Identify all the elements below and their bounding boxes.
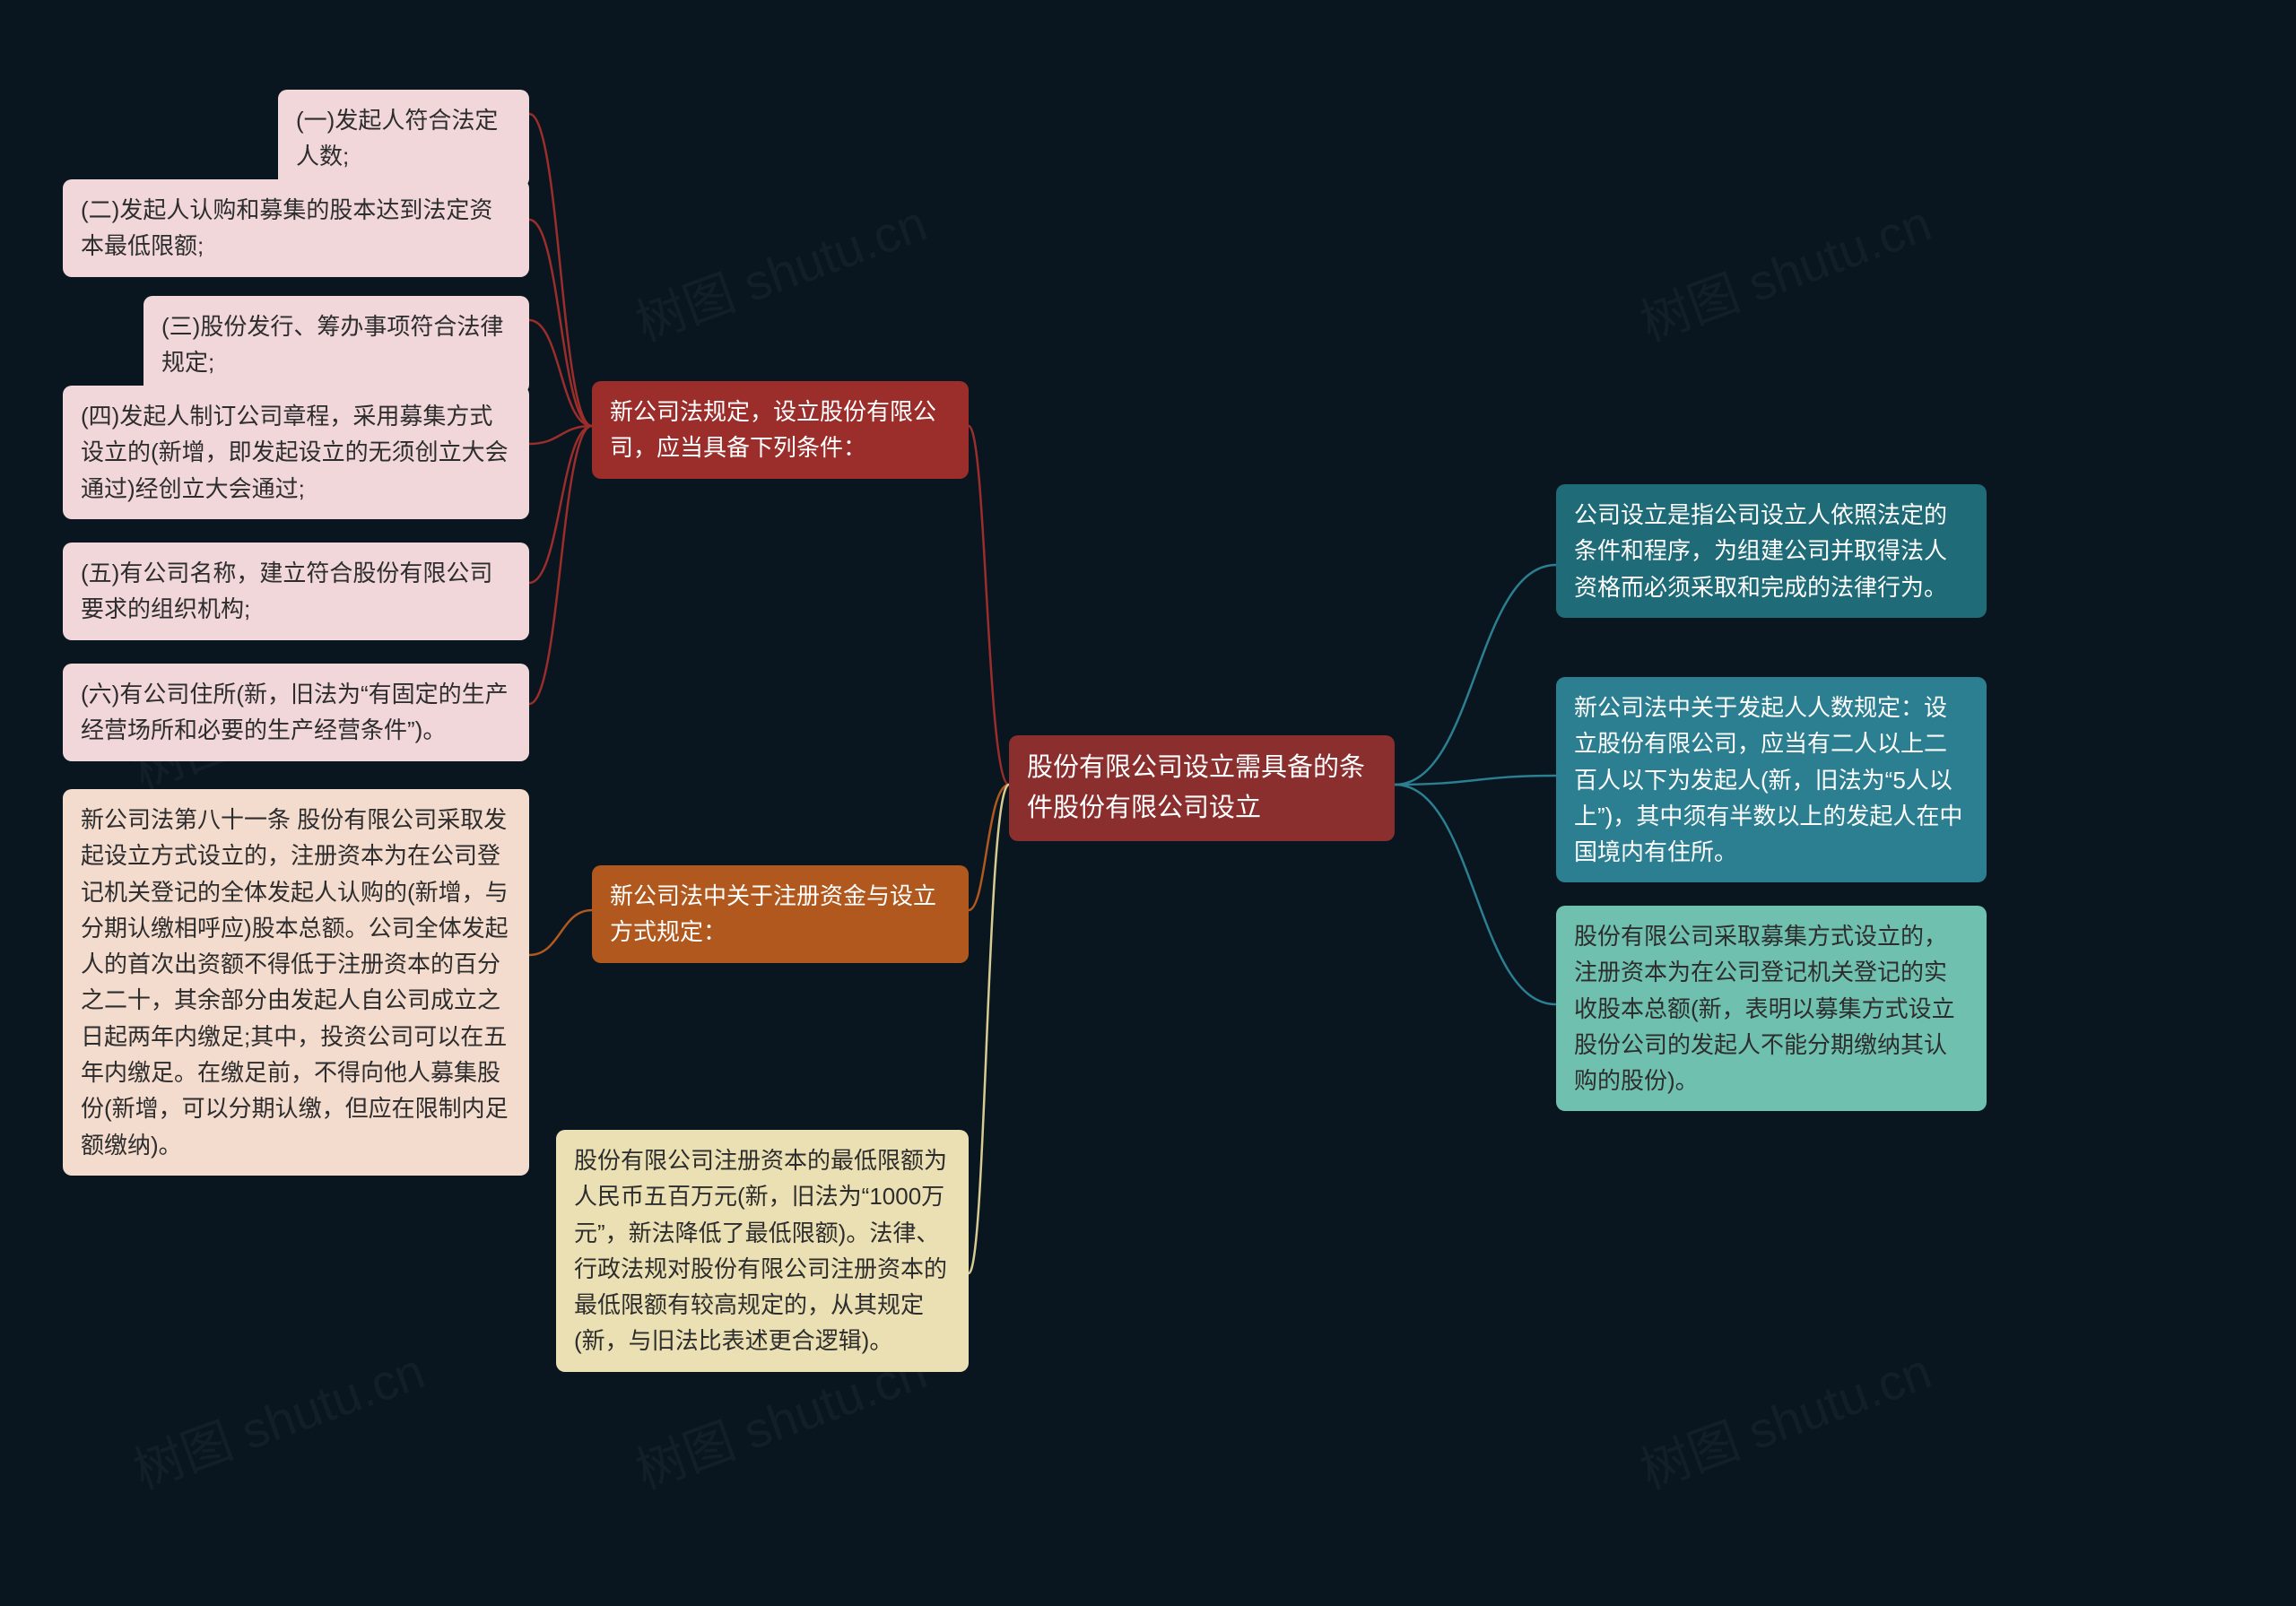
connector <box>529 220 592 426</box>
right-node-1[interactable]: 公司设立是指公司设立人依照法定的条件和程序，为组建公司并取得法人资格而必须采取和… <box>1556 484 1987 618</box>
l1-child-5[interactable]: (五)有公司名称，建立符合股份有限公司要求的组织机构; <box>63 543 529 640</box>
connector <box>1395 785 1556 1004</box>
connector <box>529 320 592 426</box>
right-node-3[interactable]: 股份有限公司采取募集方式设立的，注册资本为在公司登记机关登记的实收股本总额(新，… <box>1556 906 1987 1111</box>
connector <box>969 785 1009 910</box>
l1-child-6[interactable]: (六)有公司住所(新，旧法为“有固定的生产经营场所和必要的生产经营条件”)。 <box>63 664 529 761</box>
left-primary-2[interactable]: 新公司法中关于注册资金与设立方式规定： <box>592 865 969 963</box>
l1-child-3[interactable]: (三)股份发行、筹办事项符合法律规定; <box>144 296 529 394</box>
l1-child-1[interactable]: (一)发起人符合法定人数; <box>278 90 529 187</box>
connector <box>969 426 1009 785</box>
watermark: 树图 shutu.cn <box>624 183 935 355</box>
root-node[interactable]: 股份有限公司设立需具备的条件股份有限公司设立 <box>1009 735 1395 841</box>
left-primary-1[interactable]: 新公司法规定，设立股份有限公司，应当具备下列条件： <box>592 381 969 479</box>
right-node-2[interactable]: 新公司法中关于发起人人数规定：设立股份有限公司，应当有二人以上二百人以下为发起人… <box>1556 677 1987 882</box>
l2-child-1[interactable]: 新公司法第八十一条 股份有限公司采取发起设立方式设立的，注册资本为在公司登记机关… <box>63 789 529 1176</box>
watermark: 树图 shutu.cn <box>122 1331 433 1503</box>
connector <box>529 426 592 583</box>
connector <box>969 785 1009 1273</box>
left-primary-3[interactable]: 股份有限公司注册资本的最低限额为人民币五百万元(新，旧法为“1000万元”，新法… <box>556 1130 969 1372</box>
l1-child-4[interactable]: (四)发起人制订公司章程，采用募集方式设立的(新增，即发起设立的无须创立大会通过… <box>63 386 529 519</box>
connector <box>1395 776 1556 785</box>
connector <box>529 910 592 955</box>
connector <box>1395 565 1556 785</box>
watermark: 树图 shutu.cn <box>1629 1331 1940 1503</box>
connector <box>529 114 592 426</box>
l1-child-2[interactable]: (二)发起人认购和募集的股本达到法定资本最低限额; <box>63 179 529 277</box>
mindmap-stage: 树图 shutu.cn 树图 shutu.cn 树图 shutu.cn 树图 s… <box>0 0 2296 1606</box>
connector <box>529 426 592 704</box>
watermark: 树图 shutu.cn <box>1629 183 1940 355</box>
connector <box>529 426 592 444</box>
